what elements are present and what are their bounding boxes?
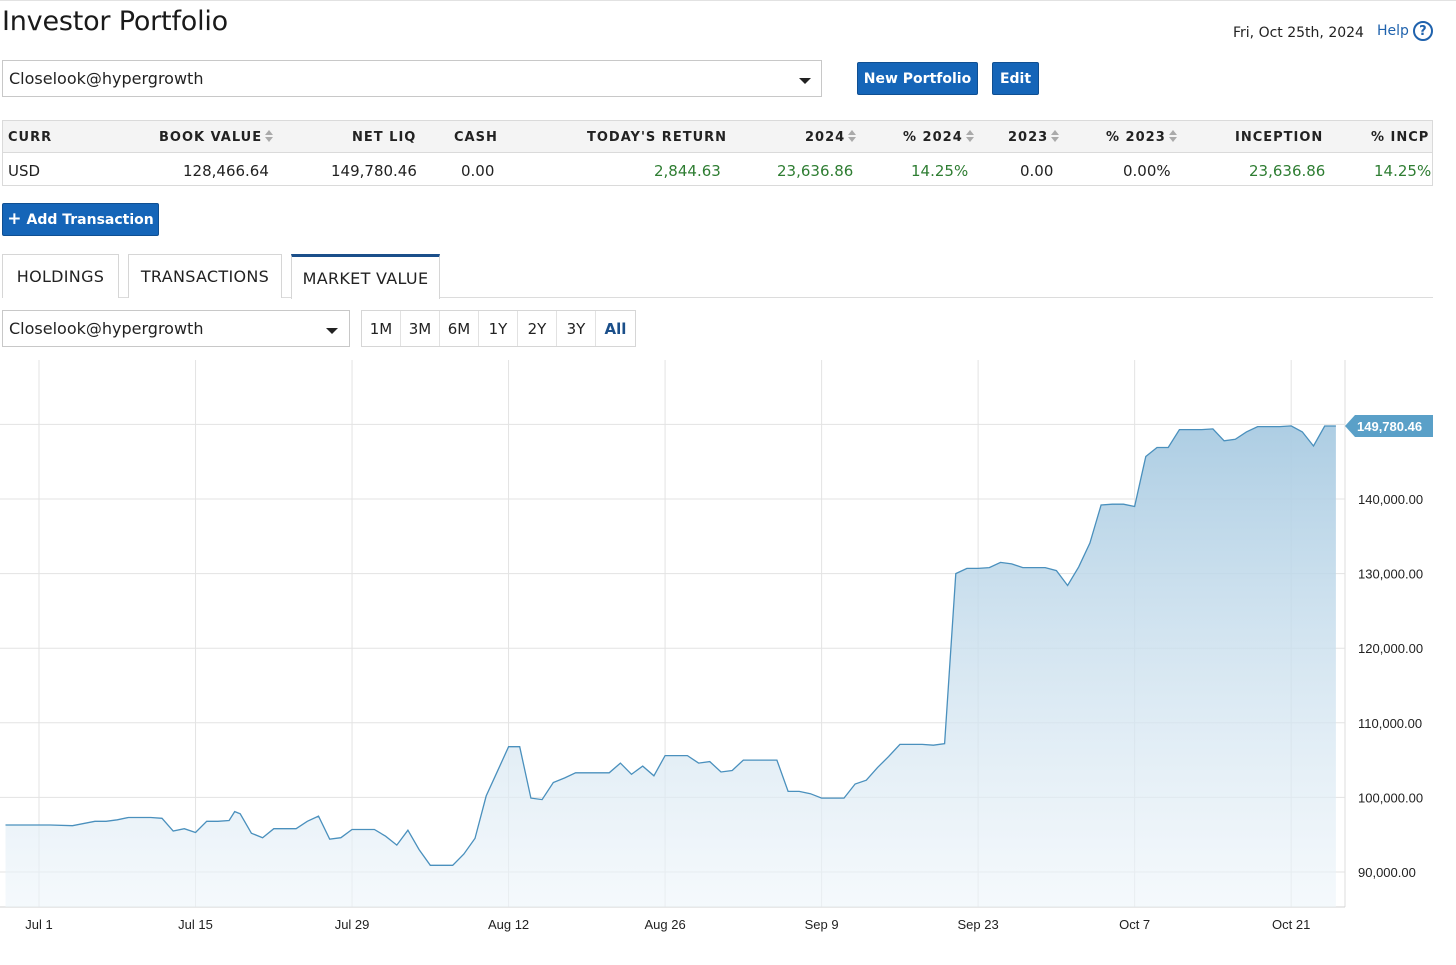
chevron-down-icon (799, 78, 811, 84)
sort-icon (1168, 130, 1177, 142)
cell-net-liq: 149,780.46 (331, 162, 417, 180)
col-header-todays-return[interactable]: TODAY'S RETURN (587, 130, 728, 145)
top-border (0, 0, 1456, 1)
x-tick-label: Oct 7 (1119, 917, 1150, 932)
x-tick-label: Jul 29 (335, 917, 370, 932)
range-all[interactable]: All (604, 319, 627, 338)
y-tick-label: 120,000.00 (1358, 641, 1423, 656)
current-value-label: 149,780.46 (1357, 419, 1422, 434)
range-1m[interactable]: 1M (362, 311, 401, 346)
cell-inception: 23,636.86 (1249, 162, 1326, 180)
x-tick-label: Oct 21 (1272, 917, 1310, 932)
col-header-curr[interactable]: CURR (8, 130, 53, 145)
col-header-cash[interactable]: CASH (454, 130, 498, 145)
x-tick-label: Jul 15 (178, 917, 213, 932)
range-1y[interactable]: 1Y (479, 311, 518, 346)
cell-pct-2023: 0.00% (1123, 162, 1171, 180)
cell-2024: 23,636.86 (777, 162, 854, 180)
col-header-book-value[interactable]: BOOK VALUE (159, 130, 274, 145)
cell-todays-return: 2,844.63 (654, 162, 721, 180)
sort-icon (848, 130, 857, 142)
tab-holdings[interactable]: HOLDINGS (2, 254, 119, 298)
y-tick-label: 130,000.00 (1358, 567, 1423, 582)
x-tick-label: Sep 23 (958, 917, 999, 932)
x-tick-label: Sep 9 (805, 917, 839, 932)
cell-2023: 0.00 (1020, 162, 1054, 180)
y-tick-label: 140,000.00 (1358, 492, 1423, 507)
col-header-2024[interactable]: 2024 (805, 130, 857, 145)
market-value-area (5, 425, 1336, 907)
range-2y[interactable]: 2Y (518, 311, 557, 346)
x-tick-label: Aug 26 (644, 917, 685, 932)
range-6m[interactable]: 6M (440, 311, 479, 346)
market-value-chart-svg: Jul 1 Jul 15 Jul 29 Aug 12 Aug 26 Sep 9 Sep 23… (0, 360, 1433, 932)
tab-market-value[interactable]: MARKET VALUE (291, 254, 440, 299)
col-header-pct-2024[interactable]: % 2024 (903, 130, 974, 145)
col-header-pct-2023[interactable]: % 2023 (1106, 130, 1177, 145)
range-3m[interactable]: 3M (401, 311, 440, 346)
current-date: Fri, Oct 25th, 2024 (1233, 25, 1364, 41)
sort-icon (1051, 130, 1060, 142)
y-tick-label: 90,000.00 (1358, 865, 1416, 880)
col-header-inception[interactable]: INCEPTION (1235, 130, 1324, 145)
market-value-line (5, 425, 1336, 866)
question-circle-icon: ? (1412, 21, 1433, 41)
sort-icon (965, 130, 974, 142)
new-portfolio-button[interactable]: New Portfolio (857, 62, 978, 95)
page-title: Investor Portfolio (2, 6, 228, 37)
market-value-chart: Jul 1 Jul 15 Jul 29 Aug 12 Aug 26 Sep 9 Sep 23… (0, 355, 1456, 955)
y-tick-label: 110,000.00 (1358, 716, 1422, 731)
range-selector: 1M 3M 6M 1Y 2Y 3Y All (361, 310, 636, 347)
chevron-down-icon (326, 328, 338, 334)
add-transaction-label: Add Transaction (26, 211, 154, 228)
cell-pct-incp: 14.25% (1374, 162, 1432, 180)
cell-curr: USD (8, 162, 41, 180)
tab-transactions[interactable]: TRANSACTIONS (128, 254, 282, 298)
chart-portfolio-select-value: Closelook@hypergrowth (9, 319, 204, 338)
col-header-net-liq[interactable]: NET LIQ (352, 130, 417, 145)
cell-pct-2024: 14.25% (911, 162, 969, 180)
y-tick-label: 100,000.00 (1358, 790, 1423, 805)
portfolio-select[interactable]: Closelook@hypergrowth (2, 60, 822, 97)
add-transaction-button[interactable]: + Add Transaction (2, 203, 159, 236)
range-3y[interactable]: 3Y (557, 311, 596, 346)
col-header-2023[interactable]: 2023 (1008, 130, 1060, 145)
tabs-divider (2, 297, 1433, 298)
x-tick-label: Jul 1 (25, 917, 52, 932)
x-tick-label: Aug 12 (488, 917, 529, 932)
edit-button[interactable]: Edit (992, 62, 1039, 95)
plus-icon: + (7, 208, 22, 229)
sort-icon (265, 130, 274, 142)
col-header-pct-incp[interactable]: % INCP (1371, 130, 1430, 145)
portfolio-select-value: Closelook@hypergrowth (9, 69, 204, 88)
summary-table: CURR BOOK VALUE NET LIQ CASH TODAY'S RET… (2, 120, 1433, 186)
help-link[interactable]: Help ? (1377, 21, 1433, 41)
cell-book-value: 128,466.64 (183, 162, 269, 180)
chart-portfolio-select[interactable]: Closelook@hypergrowth (2, 310, 350, 347)
current-value-flag: 149,780.46 (1345, 415, 1433, 438)
cell-cash: 0.00 (461, 162, 495, 180)
help-label: Help (1377, 23, 1409, 39)
summary-table-header (3, 121, 1432, 153)
